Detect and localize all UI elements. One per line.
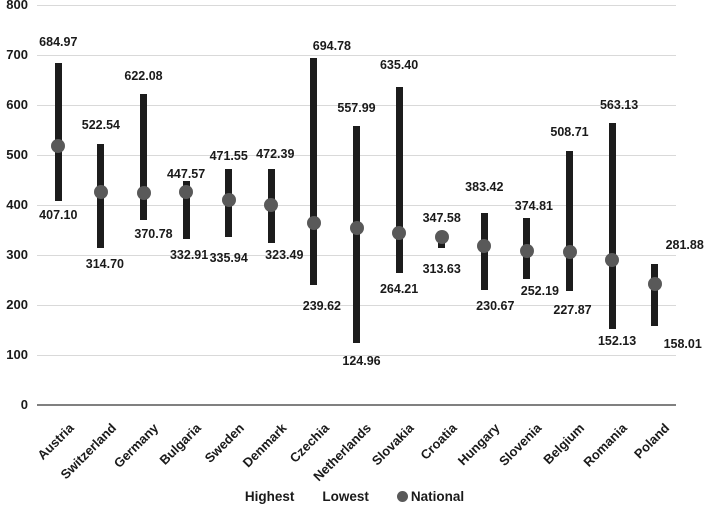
category-label-germany: Germany — [110, 420, 162, 471]
category-label-romania: Romania — [580, 420, 631, 470]
highest-value-label: 635.40 — [379, 58, 419, 73]
y-axis-tick-label: 0 — [20, 397, 28, 412]
y-axis-tick-label: 400 — [6, 197, 28, 212]
national-marker-poland — [647, 277, 662, 291]
lowest-value-label: 264.21 — [379, 281, 419, 296]
national-marker-bulgaria — [179, 185, 194, 199]
category-label-belgium: Belgium — [540, 420, 588, 468]
category-label-croatia: Croatia — [417, 420, 460, 463]
highest-value-label: 471.55 — [209, 149, 248, 164]
range-bar-poland — [651, 264, 659, 326]
y-axis-tick-label: 500 — [6, 147, 28, 162]
range-bar-romania — [608, 123, 616, 329]
lowest-value-label: 230.67 — [476, 298, 515, 313]
lowest-value-label: 332.91 — [169, 247, 209, 262]
category-label-poland: Poland — [631, 420, 673, 462]
lowest-value-label: 227.87 — [553, 303, 592, 318]
national-marker-slovakia — [392, 226, 407, 240]
range-bar-czechia — [310, 57, 318, 286]
lowest-value-label: 370.78 — [134, 226, 173, 241]
legend-label-highest: Highest — [244, 488, 295, 504]
legend-item-national: National — [396, 488, 465, 504]
y-axis-tick-label: 800 — [6, 0, 28, 12]
gridline-600 — [37, 104, 676, 106]
lowest-value-label: 407.10 — [39, 208, 78, 223]
range-bar-belgium — [566, 150, 573, 292]
highest-value-label: 447.57 — [166, 167, 206, 182]
category-label-slovenia: Slovenia — [496, 420, 545, 469]
highest-value-label: 347.58 — [422, 211, 461, 226]
range-bar-austria — [54, 62, 62, 202]
lowest-value-label: 152.13 — [597, 333, 637, 348]
highest-value-label: 522.54 — [81, 117, 121, 132]
chart-legend: Highest Lowest National — [0, 485, 709, 507]
x-axis-line — [37, 404, 676, 406]
national-dot-icon — [396, 490, 408, 502]
highest-value-label: 563.13 — [599, 98, 639, 113]
lowest-value-label: 335.94 — [209, 251, 248, 266]
lowest-value-label: 124.96 — [342, 353, 381, 368]
range-bar-bulgaria — [182, 181, 190, 239]
gridline-100 — [37, 354, 676, 356]
y-axis-tick-label: 700 — [6, 47, 28, 62]
national-marker-romania — [605, 253, 620, 267]
national-marker-hungary — [477, 239, 492, 253]
legend-label-lowest: Lowest — [322, 488, 369, 504]
lowest-value-label: 313.63 — [422, 262, 461, 277]
highest-value-label: 622.08 — [124, 68, 163, 83]
national-marker-sweden — [221, 193, 236, 207]
y-axis-tick-label: 600 — [6, 97, 28, 112]
highest-value-label: 508.71 — [550, 124, 589, 139]
gridline-700 — [37, 54, 676, 56]
category-label-slovakia: Slovakia — [369, 420, 418, 469]
lowest-value-label: 323.49 — [265, 248, 304, 263]
y-axis-tick-label: 300 — [6, 247, 28, 262]
lowest-value-label: 158.01 — [663, 336, 702, 351]
national-marker-denmark — [264, 198, 279, 212]
national-marker-belgium — [562, 245, 577, 259]
national-marker-czechia — [306, 216, 321, 230]
national-marker-germany — [136, 186, 151, 200]
range-bar-germany — [140, 93, 147, 220]
national-marker-switzerland — [93, 184, 108, 199]
category-label-bulgaria: Bulgaria — [156, 420, 205, 468]
legend-item-lowest: Lowest — [322, 489, 369, 504]
lowest-value-label: 239.62 — [302, 299, 342, 314]
category-label-denmark: Denmark — [239, 420, 290, 471]
highest-value-label: 684.97 — [39, 34, 78, 49]
lowest-value-label: 314.70 — [85, 256, 125, 271]
highest-value-label: 374.81 — [514, 198, 554, 213]
highest-value-label: 281.88 — [665, 238, 704, 253]
highest-value-label: 472.39 — [256, 146, 295, 161]
highest-value-label: 557.99 — [337, 101, 376, 115]
category-label-hungary: Hungary — [454, 420, 503, 469]
highest-value-label: 383.42 — [465, 180, 504, 195]
category-label-austria: Austria — [33, 420, 77, 463]
range-bar-slovakia — [395, 87, 403, 273]
y-axis-tick-label: 100 — [6, 347, 28, 362]
y-axis-tick-label: 200 — [6, 297, 28, 312]
lowest-value-label: 252.19 — [520, 283, 560, 298]
national-marker-croatia — [434, 230, 449, 244]
legend-item-highest: Highest — [245, 489, 295, 504]
national-marker-austria — [51, 139, 66, 153]
national-marker-slovenia — [519, 244, 534, 258]
national-marker-netherlands — [349, 221, 364, 235]
legend-label-national: National — [410, 488, 465, 504]
highest-value-label: 694.78 — [312, 38, 352, 53]
gridline-800 — [37, 4, 676, 6]
